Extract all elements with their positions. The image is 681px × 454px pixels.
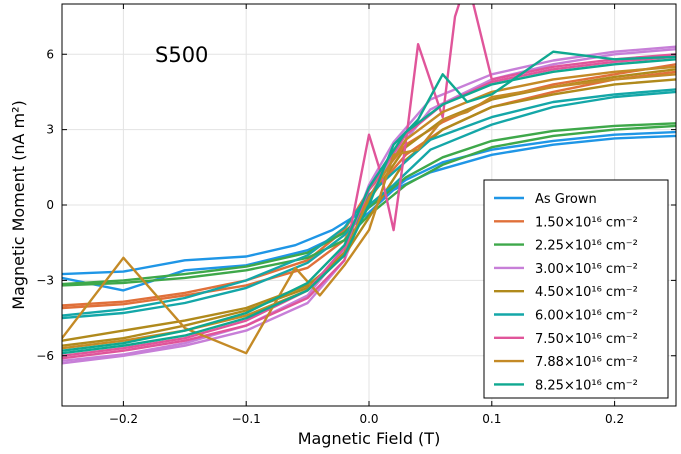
series-3-line-1 xyxy=(62,124,676,287)
x-tick-label: −0.1 xyxy=(232,412,261,426)
legend-label: 3.00×10¹⁶ cm⁻² xyxy=(535,262,638,277)
y-tick-label: −6 xyxy=(36,349,54,363)
series-9-line-2 xyxy=(62,58,676,352)
legend-label: As Grown xyxy=(535,192,597,207)
annotation-label: S500 xyxy=(155,43,208,67)
legend-label: 7.50×10¹⁶ cm⁻² xyxy=(535,332,638,347)
series-5-line-1 xyxy=(62,78,676,342)
legend-entry: 1.50×10¹⁶ cm⁻² xyxy=(494,215,638,230)
x-tick-label: 0.0 xyxy=(359,412,378,426)
x-tick-label: −0.2 xyxy=(109,412,138,426)
y-axis-label: Magnetic Moment (nA m²) xyxy=(9,100,28,310)
series-6-line-2 xyxy=(62,88,676,317)
y-tick-label: 0 xyxy=(46,198,54,212)
series-9 xyxy=(62,50,676,355)
legend-label: 6.00×10¹⁶ cm⁻² xyxy=(535,309,638,324)
legend-label: 7.88×10¹⁶ cm⁻² xyxy=(535,355,638,370)
series-group xyxy=(62,4,676,365)
legend-label: 1.50×10¹⁶ cm⁻² xyxy=(535,215,638,230)
legend-entry: 6.00×10¹⁶ cm⁻² xyxy=(494,309,638,324)
y-tick-label: −3 xyxy=(36,273,54,287)
y-tick-label: 3 xyxy=(46,123,54,137)
x-axis-label: Magnetic Field (T) xyxy=(298,429,441,448)
series-9-line-1 xyxy=(62,50,676,355)
y-tick-label: 6 xyxy=(46,47,54,61)
legend-entry: 4.50×10¹⁶ cm⁻² xyxy=(494,285,638,300)
legend: As Grown 1.50×10¹⁶ cm⁻² 2.25×10¹⁶ cm⁻² 3.00… xyxy=(483,179,669,399)
legend-entry: 7.50×10¹⁶ cm⁻² xyxy=(494,332,638,347)
legend-entry: 8.25×10¹⁶ cm⁻² xyxy=(494,378,638,393)
legend-label: 8.25×10¹⁶ cm⁻² xyxy=(535,378,638,393)
legend-label: 4.50×10¹⁶ cm⁻² xyxy=(535,285,638,300)
series-4-line-2 xyxy=(62,45,676,362)
legend-entry: 2.25×10¹⁶ cm⁻² xyxy=(494,239,638,254)
x-tick-label: 0.2 xyxy=(605,412,624,426)
legend-entry: 7.88×10¹⁶ cm⁻² xyxy=(494,355,638,370)
x-tick-label: 0.1 xyxy=(482,412,501,426)
series-7-line-1 xyxy=(62,4,676,360)
ticks: −0.2 −0.1 0.0 0.1 0.2 −6 −3 0 3 6 xyxy=(36,4,676,426)
series-8-line-1 xyxy=(62,73,676,355)
legend-label: 2.25×10¹⁶ cm⁻² xyxy=(535,239,638,254)
legend-entry: 3.00×10¹⁶ cm⁻² xyxy=(494,262,638,277)
legend-entry: As Grown xyxy=(494,192,597,207)
series-1-line-1 xyxy=(62,134,676,292)
